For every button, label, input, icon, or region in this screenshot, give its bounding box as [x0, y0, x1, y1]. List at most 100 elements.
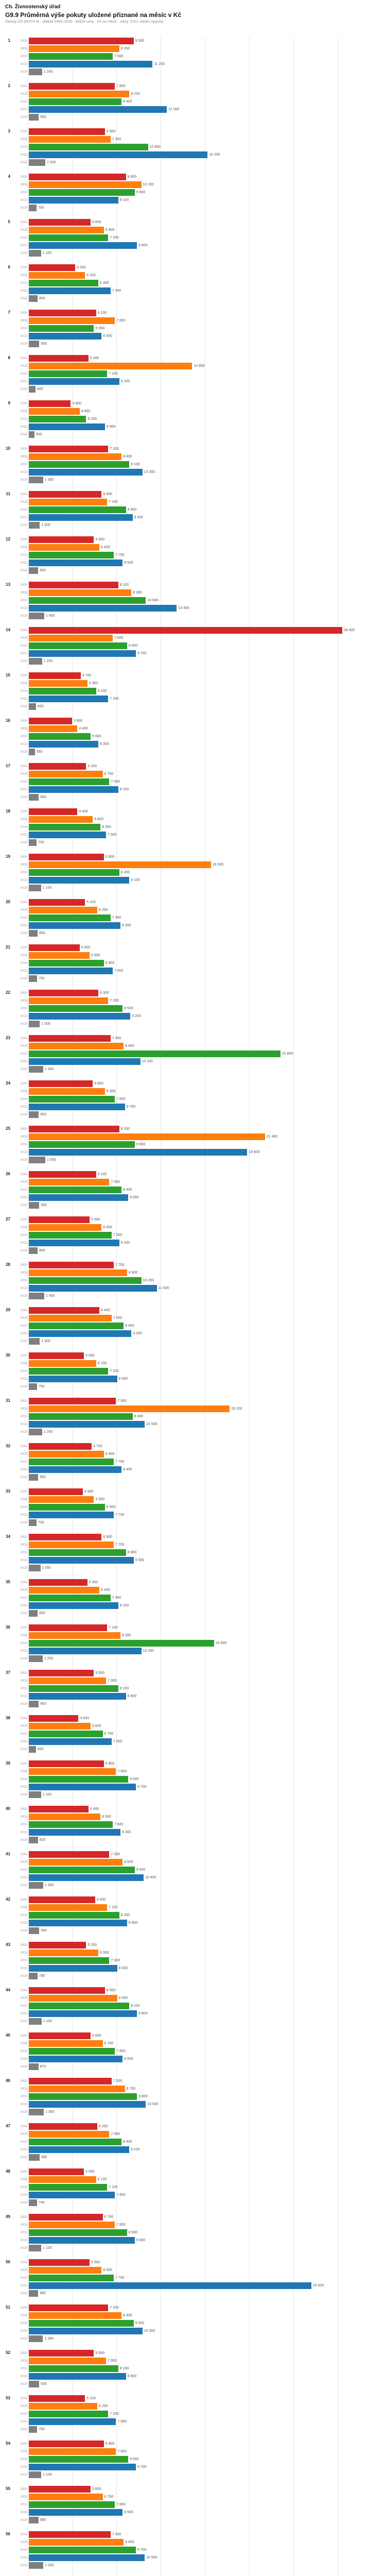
- bar: [29, 2229, 127, 2236]
- bar: [29, 794, 39, 801]
- category-label: 11: [6, 492, 10, 496]
- bar-year-label: 2000: [20, 674, 27, 677]
- bar-value-label: 9 700: [137, 2548, 147, 2552]
- bar-row: 2020 1 350: [11, 2108, 382, 2116]
- bar-track: 8 300: [29, 922, 382, 929]
- bar-year-label: 2015: [20, 425, 27, 429]
- bar-year-label: 2005: [20, 2178, 27, 2181]
- bar-track: 9 600: [29, 1867, 382, 1874]
- bar: [29, 816, 93, 823]
- bar: [29, 778, 110, 785]
- bar-row: 2000 8 100: [11, 581, 382, 589]
- bar-value-label: 7 800: [116, 1097, 126, 1101]
- bar-track: 780: [29, 1973, 382, 1980]
- bar-value-label: 820: [39, 1838, 46, 1842]
- bar-track: 22 800: [29, 1050, 382, 1058]
- bar: [29, 1021, 40, 1027]
- bar-track: 9 000: [29, 1776, 382, 1783]
- bar-value-label: 9 400: [134, 516, 144, 519]
- bar-row: 2010 9 100: [11, 2002, 382, 2010]
- bar: [29, 1632, 120, 1639]
- bar-row: 2000 4 900: [11, 1488, 382, 1496]
- bar-row: 2005 6 700: [11, 770, 382, 778]
- bar-track: 9 500: [29, 2320, 382, 2327]
- bar-value-label: 8 800: [127, 2375, 137, 2378]
- bar-value-label: 950: [41, 342, 47, 346]
- bar-year-label: 2015: [20, 1332, 27, 1335]
- bar-year-label: 2015: [20, 2465, 27, 2469]
- bar-value-label: 8 100: [119, 1687, 129, 1690]
- bar-track: 9 700: [29, 2547, 382, 2554]
- bar-rows: 2000 5 100 2005 6 200 2010 7 400 2015 8 300 2020…: [11, 899, 382, 937]
- bar-year-label: 2020: [20, 705, 27, 708]
- bar-track: 930: [29, 2381, 382, 2388]
- bar-track: 5 900: [29, 325, 382, 332]
- bar-row: 2020 1 120: [11, 2244, 382, 2252]
- bar-track: 6 600: [29, 1224, 382, 1231]
- bar-value-label: 1 400: [46, 1294, 55, 1298]
- bar-year-label: 2005: [20, 183, 27, 187]
- bar: [29, 2146, 130, 2153]
- bar-value-label: 5 900: [95, 2351, 104, 2355]
- bar-value-label: 9 000: [129, 1777, 139, 1781]
- bar-row: 2015 10 200: [11, 1647, 382, 1655]
- bar-value-label: 5 200: [87, 1943, 97, 1947]
- bar-row: 2005 7 900: [11, 2448, 382, 2455]
- bar-row: 2000 4 500: [11, 1715, 382, 1722]
- bar-track: 1 280: [29, 2335, 382, 2343]
- bar-value-label: 6 700: [104, 772, 114, 776]
- bar-year-label: 2000: [20, 1853, 27, 1856]
- bar-track: 7 800: [29, 2501, 382, 2509]
- bar-value-label: 10 100: [142, 1060, 153, 1063]
- bar-group: 1 2000 9 500 2005 8 200 2010 7 600 2015 11 200 20…: [0, 37, 386, 76]
- bar-value-label: 5 800: [94, 1082, 103, 1086]
- bar-value-label: 6 800: [105, 1762, 115, 1766]
- bar-row: 2005 8 600: [11, 1042, 382, 1050]
- bar-year-label: 2020: [20, 977, 27, 980]
- bar-row: 2015 8 500: [11, 559, 382, 567]
- bar: [29, 1814, 101, 1820]
- bar-value-label: 5 400: [90, 357, 99, 360]
- bar-year-label: 2010: [20, 1369, 27, 1373]
- bar-year-label: 2000: [20, 1127, 27, 1131]
- bar-value-label: 1 150: [43, 2020, 52, 2023]
- bar-group: 3 2000 6 900 2005 7 400 2010 10 800 2015 16 200 2…: [0, 128, 386, 166]
- category-label: 39: [6, 1761, 10, 1766]
- bar: [29, 718, 72, 724]
- bar-row: 2015 9 000: [11, 1194, 382, 1201]
- bar-track: 5 100: [29, 2395, 382, 2402]
- bar-track: 8 800: [29, 506, 382, 514]
- bar-value-label: 7 100: [109, 372, 118, 376]
- bar-year-label: 2005: [20, 954, 27, 957]
- bar-row: 2020 900: [11, 113, 382, 121]
- bar-row: 2005 18 200: [11, 1405, 382, 1413]
- bar-row: 2020 700: [11, 204, 382, 212]
- bar-track: 6 800: [29, 960, 382, 967]
- bar-row: 2020 800: [11, 929, 382, 937]
- bar-value-label: 3 900: [73, 719, 83, 723]
- bar-value-label: 780: [39, 1974, 45, 1978]
- bar-rows: 2000 6 900 2005 8 000 2010 9 100 2015 9 800 2020…: [11, 1987, 382, 2025]
- bar-track: 9 700: [29, 1784, 382, 1791]
- bar-row: 2010 9 400: [11, 1413, 382, 1420]
- bar-row: 2010 8 900: [11, 2229, 382, 2236]
- bar-row: 2010 8 100: [11, 1685, 382, 1692]
- bar-year-label: 2010: [20, 2503, 27, 2506]
- bar-year-label: 2010: [20, 735, 27, 738]
- bar-row: 2000 5 000: [11, 1352, 382, 1360]
- bar-value-label: 8 900: [128, 1921, 138, 1925]
- bar-track: 7 200: [29, 696, 382, 703]
- bar-row: 2005 7 100: [11, 1904, 382, 1911]
- bar: [29, 197, 118, 204]
- bar-year-label: 2000: [20, 1943, 27, 1947]
- bar-track: 8 900: [29, 1269, 382, 1277]
- bar-year-label: 2005: [20, 999, 27, 1003]
- bar-track: 7 000: [29, 2358, 382, 2365]
- bar-year-label: 2010: [20, 644, 27, 648]
- bar-value-label: 5 900: [95, 1498, 104, 1501]
- bar-track: 16 500: [29, 861, 382, 869]
- bar-track: 4 200: [29, 264, 382, 272]
- bar-row: 2020 950: [11, 1201, 382, 1209]
- bar-track: 7 600: [29, 53, 382, 60]
- category-label: 53: [6, 2396, 10, 2400]
